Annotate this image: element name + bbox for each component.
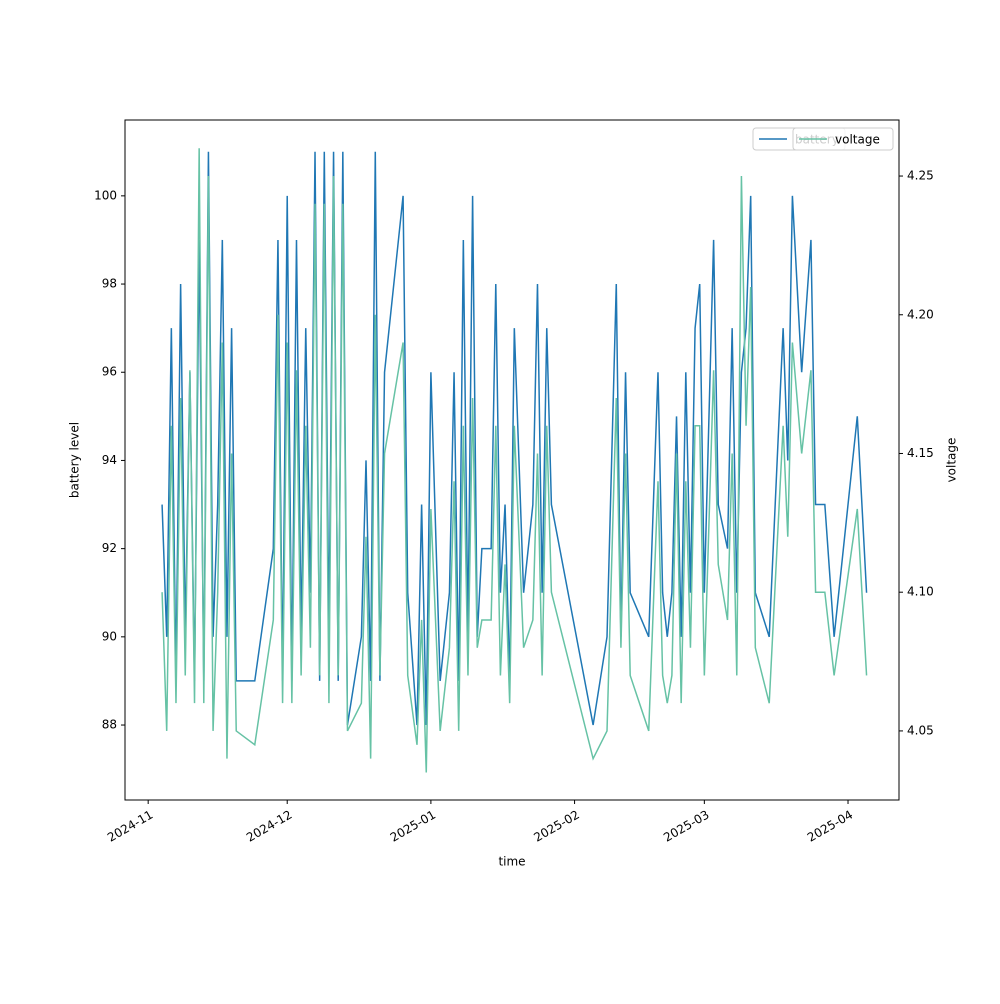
x-tick-label: 2025-01 [388,808,438,845]
y-tick-label: 96 [102,365,117,379]
y2-tick-label: 4.10 [907,585,934,599]
y-tick-label: 94 [102,453,117,467]
legend-label: voltage [835,133,880,147]
x-tick-label: 2025-02 [531,808,581,845]
x-tick-label: 2024-12 [244,808,294,845]
y2-tick-label: 4.15 [907,446,934,460]
y2-axis-label: voltage [945,438,959,483]
y-tick-label: 98 [102,277,117,291]
x-tick-label: 2024-11 [105,808,155,845]
y-axis-label: battery level [68,422,82,498]
x-axis-label: time [498,855,525,869]
y-tick-label: 92 [102,541,117,555]
y-tick-label: 100 [94,188,117,202]
series-line [161,151,868,726]
y-tick-label: 90 [102,629,117,643]
y-tick-label: 88 [102,718,117,732]
x-tick-label: 2025-04 [805,808,855,845]
legend-box [792,127,894,151]
series-line [161,148,868,773]
y2-tick-label: 4.20 [907,307,934,321]
y2-tick-label: 4.25 [907,169,934,183]
y2-tick-label: 4.05 [907,723,934,737]
x-tick-label: 2025-03 [661,808,711,845]
